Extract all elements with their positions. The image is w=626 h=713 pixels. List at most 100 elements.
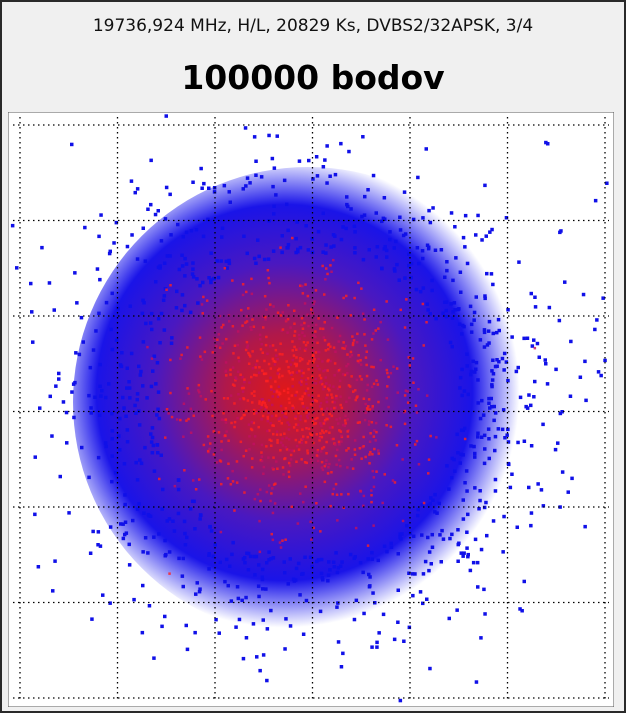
scatter-point (556, 441, 560, 445)
scatter-point (156, 317, 161, 321)
scatter-point (279, 433, 282, 436)
scatter-point (247, 351, 250, 355)
scatter-point (274, 482, 277, 485)
scatter-point (452, 457, 456, 462)
scatter-point (167, 412, 170, 415)
scatter-point (258, 402, 261, 405)
scatter-point (377, 631, 381, 635)
scatter-point (263, 372, 266, 376)
scatter-point (211, 554, 215, 559)
scatter-point (420, 249, 425, 253)
scatter-point (282, 178, 287, 183)
scatter-point (457, 541, 461, 545)
scatter-point (177, 267, 182, 272)
scatter-point (478, 416, 483, 421)
scatter-point (306, 452, 309, 455)
scatter-point (357, 354, 360, 357)
scatter-point (306, 294, 310, 298)
scatter-point (215, 344, 218, 348)
scatter-point (250, 292, 254, 296)
scatter-point (352, 224, 357, 228)
scatter-point (327, 416, 331, 420)
scatter-point (415, 246, 420, 250)
scatter-point (314, 399, 317, 402)
scatter-point (294, 438, 298, 442)
scatter-point (293, 334, 296, 337)
scatter-point (286, 318, 290, 321)
scatter-point (152, 354, 157, 358)
scatter-point (250, 375, 253, 379)
scatter-point (329, 407, 333, 411)
scatter-point (231, 540, 235, 545)
scatter-point (335, 463, 338, 466)
scatter-point (298, 397, 302, 401)
scatter-point (294, 236, 298, 241)
scatter-point (350, 353, 354, 357)
scatter-point (332, 258, 335, 262)
scatter-point (334, 482, 338, 486)
scatter-point (453, 308, 457, 312)
scatter-point (370, 557, 374, 561)
scatter-point (311, 400, 314, 404)
scatter-point (260, 451, 263, 454)
scatter-point (505, 433, 509, 437)
scatter-point (252, 135, 257, 139)
scatter-point (324, 419, 327, 422)
scatter-point (254, 173, 258, 177)
scatter-point (364, 455, 367, 459)
scatter-point (271, 395, 274, 398)
scatter-point (473, 451, 477, 456)
scatter-point (370, 338, 374, 341)
scatter-point (376, 558, 380, 563)
scatter-point (286, 228, 290, 233)
scatter-point (479, 435, 484, 439)
scatter-point (369, 450, 372, 454)
scatter-point (260, 406, 263, 409)
scatter-point (482, 330, 487, 335)
scatter-point (239, 440, 243, 444)
scatter-point (229, 394, 233, 397)
scatter-point (476, 431, 480, 435)
scatter-point (308, 555, 313, 559)
scatter-point (329, 264, 332, 267)
scatter-point (125, 386, 129, 390)
scatter-point (200, 303, 204, 306)
scatter-point (315, 174, 320, 178)
scatter-point (52, 308, 56, 312)
scatter-point (231, 325, 235, 328)
scatter-point (243, 560, 247, 565)
scatter-point (265, 678, 269, 683)
scatter-point (140, 630, 145, 635)
scatter-point (272, 166, 277, 170)
scatter-point (293, 330, 297, 333)
scatter-point (269, 376, 272, 380)
scatter-point (327, 560, 331, 564)
scatter-point (261, 587, 265, 591)
scatter-point (361, 570, 365, 575)
scatter-point (276, 357, 279, 361)
scatter-point (322, 445, 326, 449)
scatter-point (64, 410, 69, 415)
scatter-point (123, 532, 127, 537)
scatter-point (345, 449, 348, 452)
scatter-point (176, 478, 181, 482)
scatter-point (226, 583, 230, 588)
scatter-point (544, 362, 548, 366)
scatter-point (465, 352, 469, 356)
scatter-point (596, 370, 601, 374)
scatter-point (381, 612, 386, 617)
scatter-point (383, 473, 386, 476)
scatter-point (241, 390, 245, 393)
scatter-point (303, 334, 306, 338)
scatter-point (236, 330, 240, 333)
scatter-point (311, 375, 314, 378)
scatter-point (322, 387, 325, 391)
scatter-point (323, 480, 327, 484)
scatter-point (57, 371, 61, 376)
scatter-point (352, 617, 357, 622)
scatter-point (150, 426, 155, 430)
scatter-point (324, 368, 327, 372)
scatter-point (175, 289, 179, 294)
scatter-point (293, 309, 296, 312)
scatter-point (401, 233, 406, 238)
